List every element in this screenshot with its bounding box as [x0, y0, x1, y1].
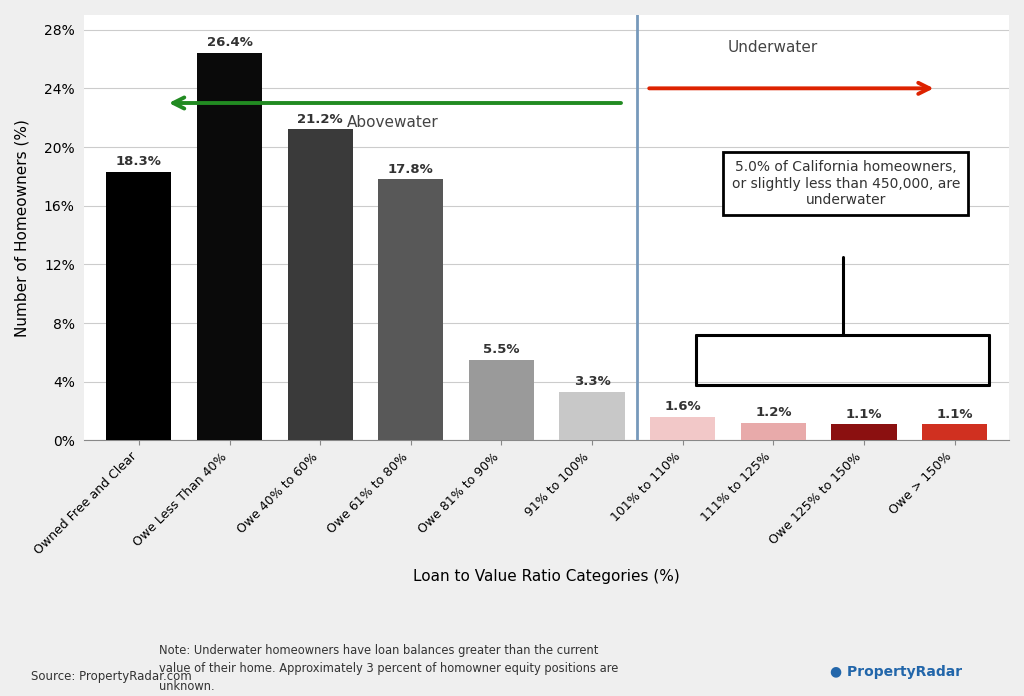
- Y-axis label: Number of Homeowners (%): Number of Homeowners (%): [15, 119, 30, 337]
- Text: 21.2%: 21.2%: [297, 113, 343, 126]
- X-axis label: Loan to Value Ratio Categories (%): Loan to Value Ratio Categories (%): [414, 569, 680, 583]
- Text: 26.4%: 26.4%: [207, 36, 253, 49]
- Bar: [650, 417, 716, 441]
- Text: Underwater: Underwater: [728, 40, 818, 55]
- Text: 17.8%: 17.8%: [388, 163, 433, 175]
- Text: 1.6%: 1.6%: [665, 400, 701, 413]
- Bar: [378, 180, 443, 441]
- Text: ● PropertyRadar: ● PropertyRadar: [829, 665, 963, 679]
- Text: Abovewater: Abovewater: [347, 115, 438, 129]
- Bar: [197, 53, 262, 441]
- Text: 5.0% of California homeowners,
or slightly less than 450,000, are
underwater: 5.0% of California homeowners, or slight…: [732, 161, 961, 207]
- Text: 1.2%: 1.2%: [755, 406, 792, 419]
- Text: 5.5%: 5.5%: [483, 343, 519, 356]
- Bar: [559, 392, 625, 441]
- Bar: [922, 424, 987, 441]
- Text: 1.1%: 1.1%: [846, 408, 883, 420]
- Text: Source: PropertyRadar.com: Source: PropertyRadar.com: [31, 670, 191, 683]
- Bar: [106, 172, 171, 441]
- Text: 18.3%: 18.3%: [116, 155, 162, 168]
- Text: Note: Underwater homeowners have loan balances greater than the current
value of: Note: Underwater homeowners have loan ba…: [159, 644, 618, 693]
- Bar: [288, 129, 353, 441]
- Text: 3.3%: 3.3%: [573, 375, 610, 388]
- Bar: [740, 422, 806, 441]
- Text: 1.1%: 1.1%: [936, 408, 973, 420]
- Bar: [831, 424, 897, 441]
- Bar: [469, 360, 535, 441]
